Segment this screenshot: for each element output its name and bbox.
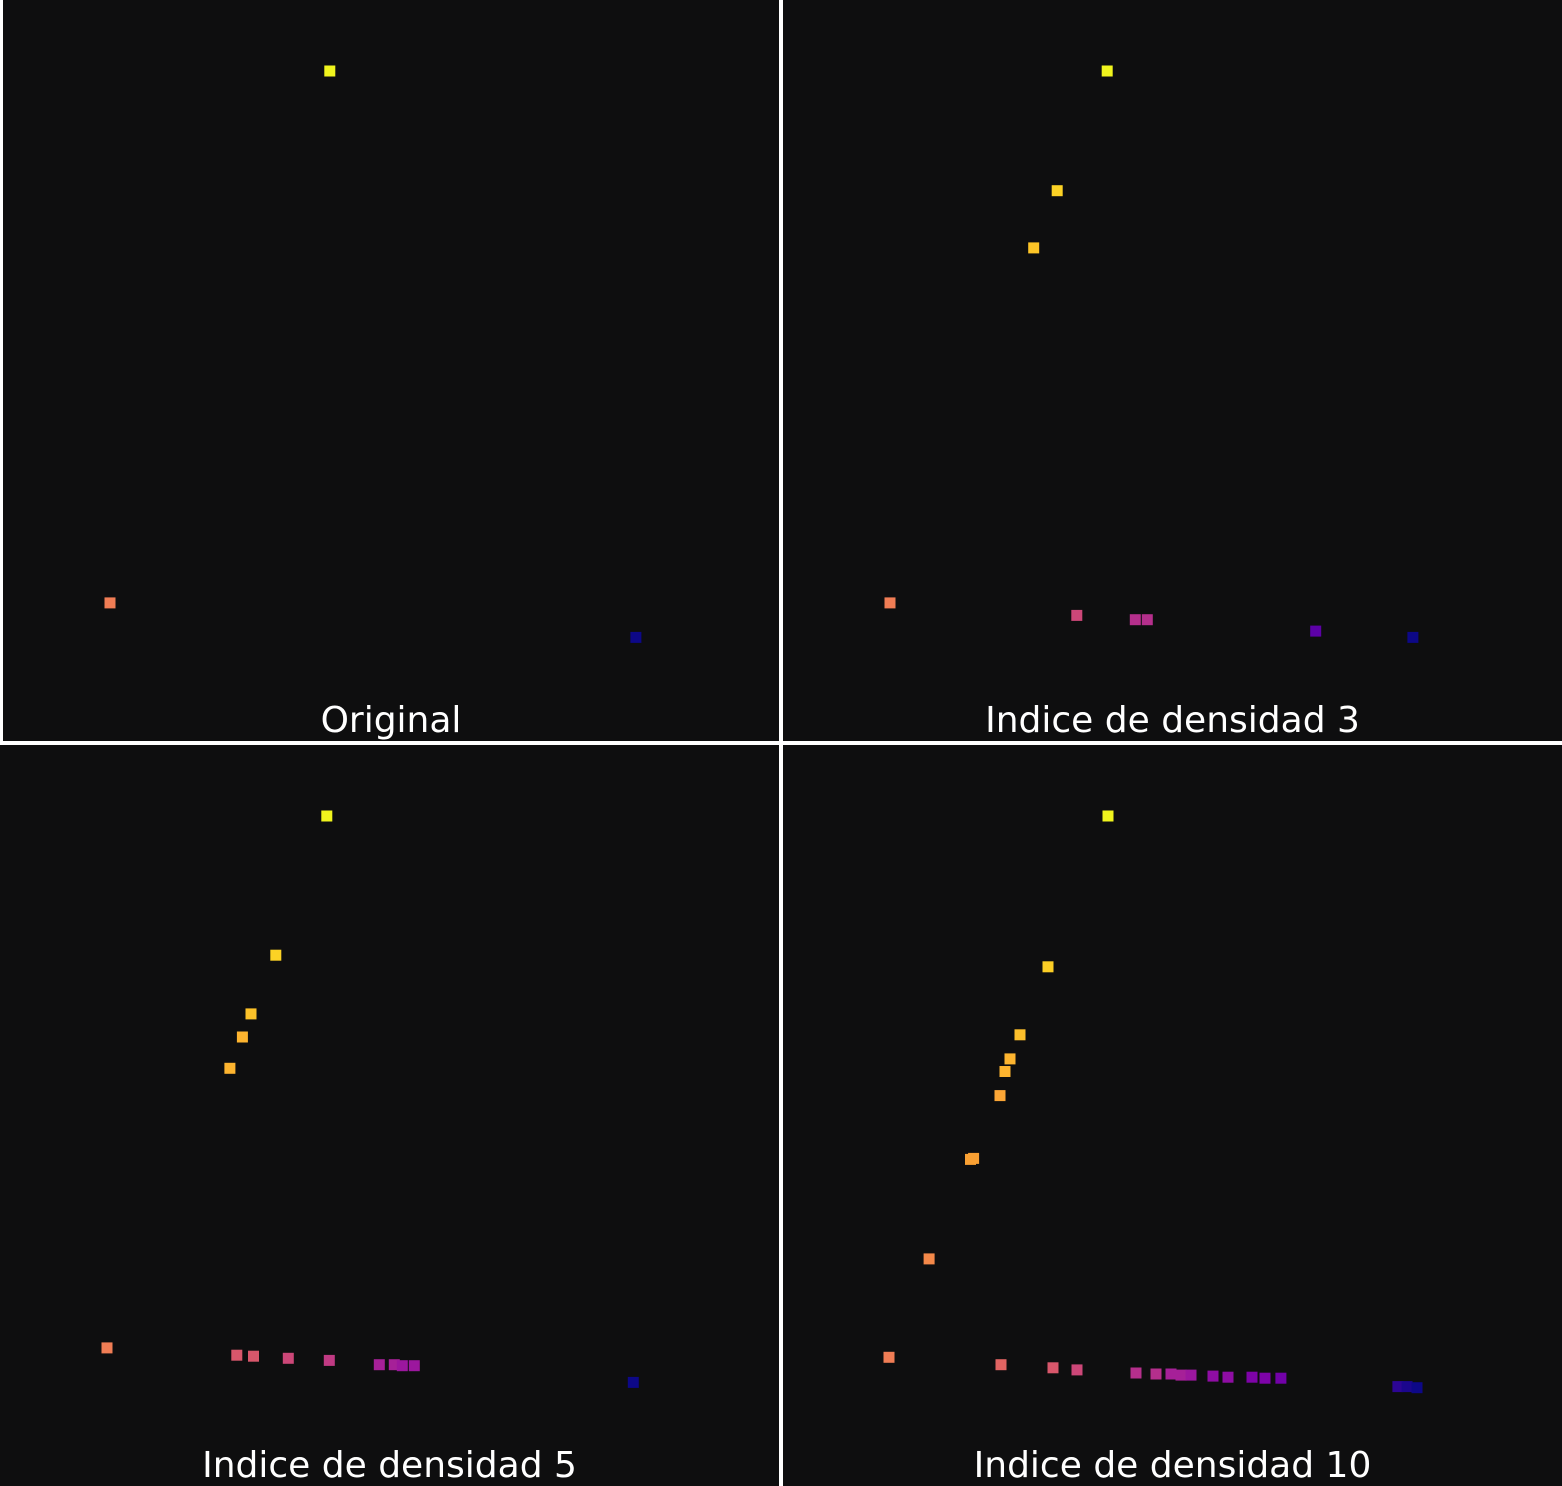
data-point: [396, 1360, 408, 1372]
data-point: [1047, 1362, 1059, 1374]
panel-title: Original: [320, 700, 462, 741]
panel-density-5: Indice de densidad 5: [0, 745, 779, 1486]
data-point: [224, 1062, 236, 1074]
panel-title: Indice de densidad 3: [985, 700, 1360, 741]
data-point: [324, 65, 336, 77]
data-point: [630, 631, 642, 643]
data-point: [101, 1342, 113, 1354]
panel-density-3: Indice de densidad 3: [783, 0, 1562, 741]
scatter-plot-density-5: [101, 810, 639, 1388]
data-point: [236, 1031, 248, 1043]
data-point: [245, 1008, 257, 1020]
data-point: [1411, 1382, 1423, 1394]
data-point: [1071, 1364, 1083, 1376]
data-point: [1004, 1053, 1016, 1065]
data-point: [282, 1352, 294, 1364]
data-point: [270, 949, 282, 961]
data-point: [1042, 961, 1054, 973]
data-point: [1028, 242, 1040, 254]
data-point: [373, 1359, 385, 1371]
data-point: [1071, 609, 1083, 621]
data-point: [999, 1066, 1011, 1077]
data-point: [883, 1351, 895, 1363]
data-point: [408, 1360, 420, 1372]
scatter-plot-density-3: [884, 65, 1419, 643]
data-point: [1246, 1371, 1258, 1383]
data-point: [923, 1253, 935, 1265]
data-point: [1141, 614, 1153, 626]
data-point: [321, 810, 333, 822]
data-point: [968, 1152, 980, 1164]
data-point: [1407, 631, 1419, 643]
data-point: [1129, 614, 1141, 626]
panel-title: Indice de densidad 5: [202, 1445, 577, 1486]
data-point: [1165, 1368, 1177, 1380]
data-point: [231, 1349, 243, 1361]
data-point: [248, 1350, 259, 1362]
data-point: [323, 1354, 335, 1366]
data-point: [1259, 1372, 1271, 1384]
panel-original: Original: [3, 0, 779, 741]
data-point: [1310, 625, 1322, 637]
panel-title: Indice de densidad 10: [973, 1445, 1372, 1486]
data-point: [1101, 65, 1113, 77]
data-point: [1207, 1370, 1219, 1382]
data-point: [1130, 1367, 1142, 1379]
data-point: [995, 1359, 1007, 1371]
data-point: [104, 597, 116, 609]
data-point: [994, 1090, 1006, 1102]
data-point: [1150, 1368, 1162, 1380]
data-point: [884, 597, 896, 609]
scatter-plot-density-10: [883, 810, 1423, 1394]
data-point: [1275, 1372, 1287, 1384]
data-point: [1222, 1371, 1234, 1383]
data-point: [1102, 810, 1114, 822]
panel-density-10: Indice de densidad 10: [783, 745, 1562, 1486]
data-point: [627, 1376, 639, 1388]
scatter-plot-original: [104, 65, 642, 643]
data-point: [1175, 1369, 1187, 1381]
data-point: [1014, 1029, 1026, 1041]
data-point: [1051, 185, 1063, 197]
data-point: [388, 1359, 400, 1371]
data-point: [1401, 1381, 1413, 1393]
data-point: [1185, 1369, 1197, 1381]
data-point: [1392, 1381, 1404, 1393]
